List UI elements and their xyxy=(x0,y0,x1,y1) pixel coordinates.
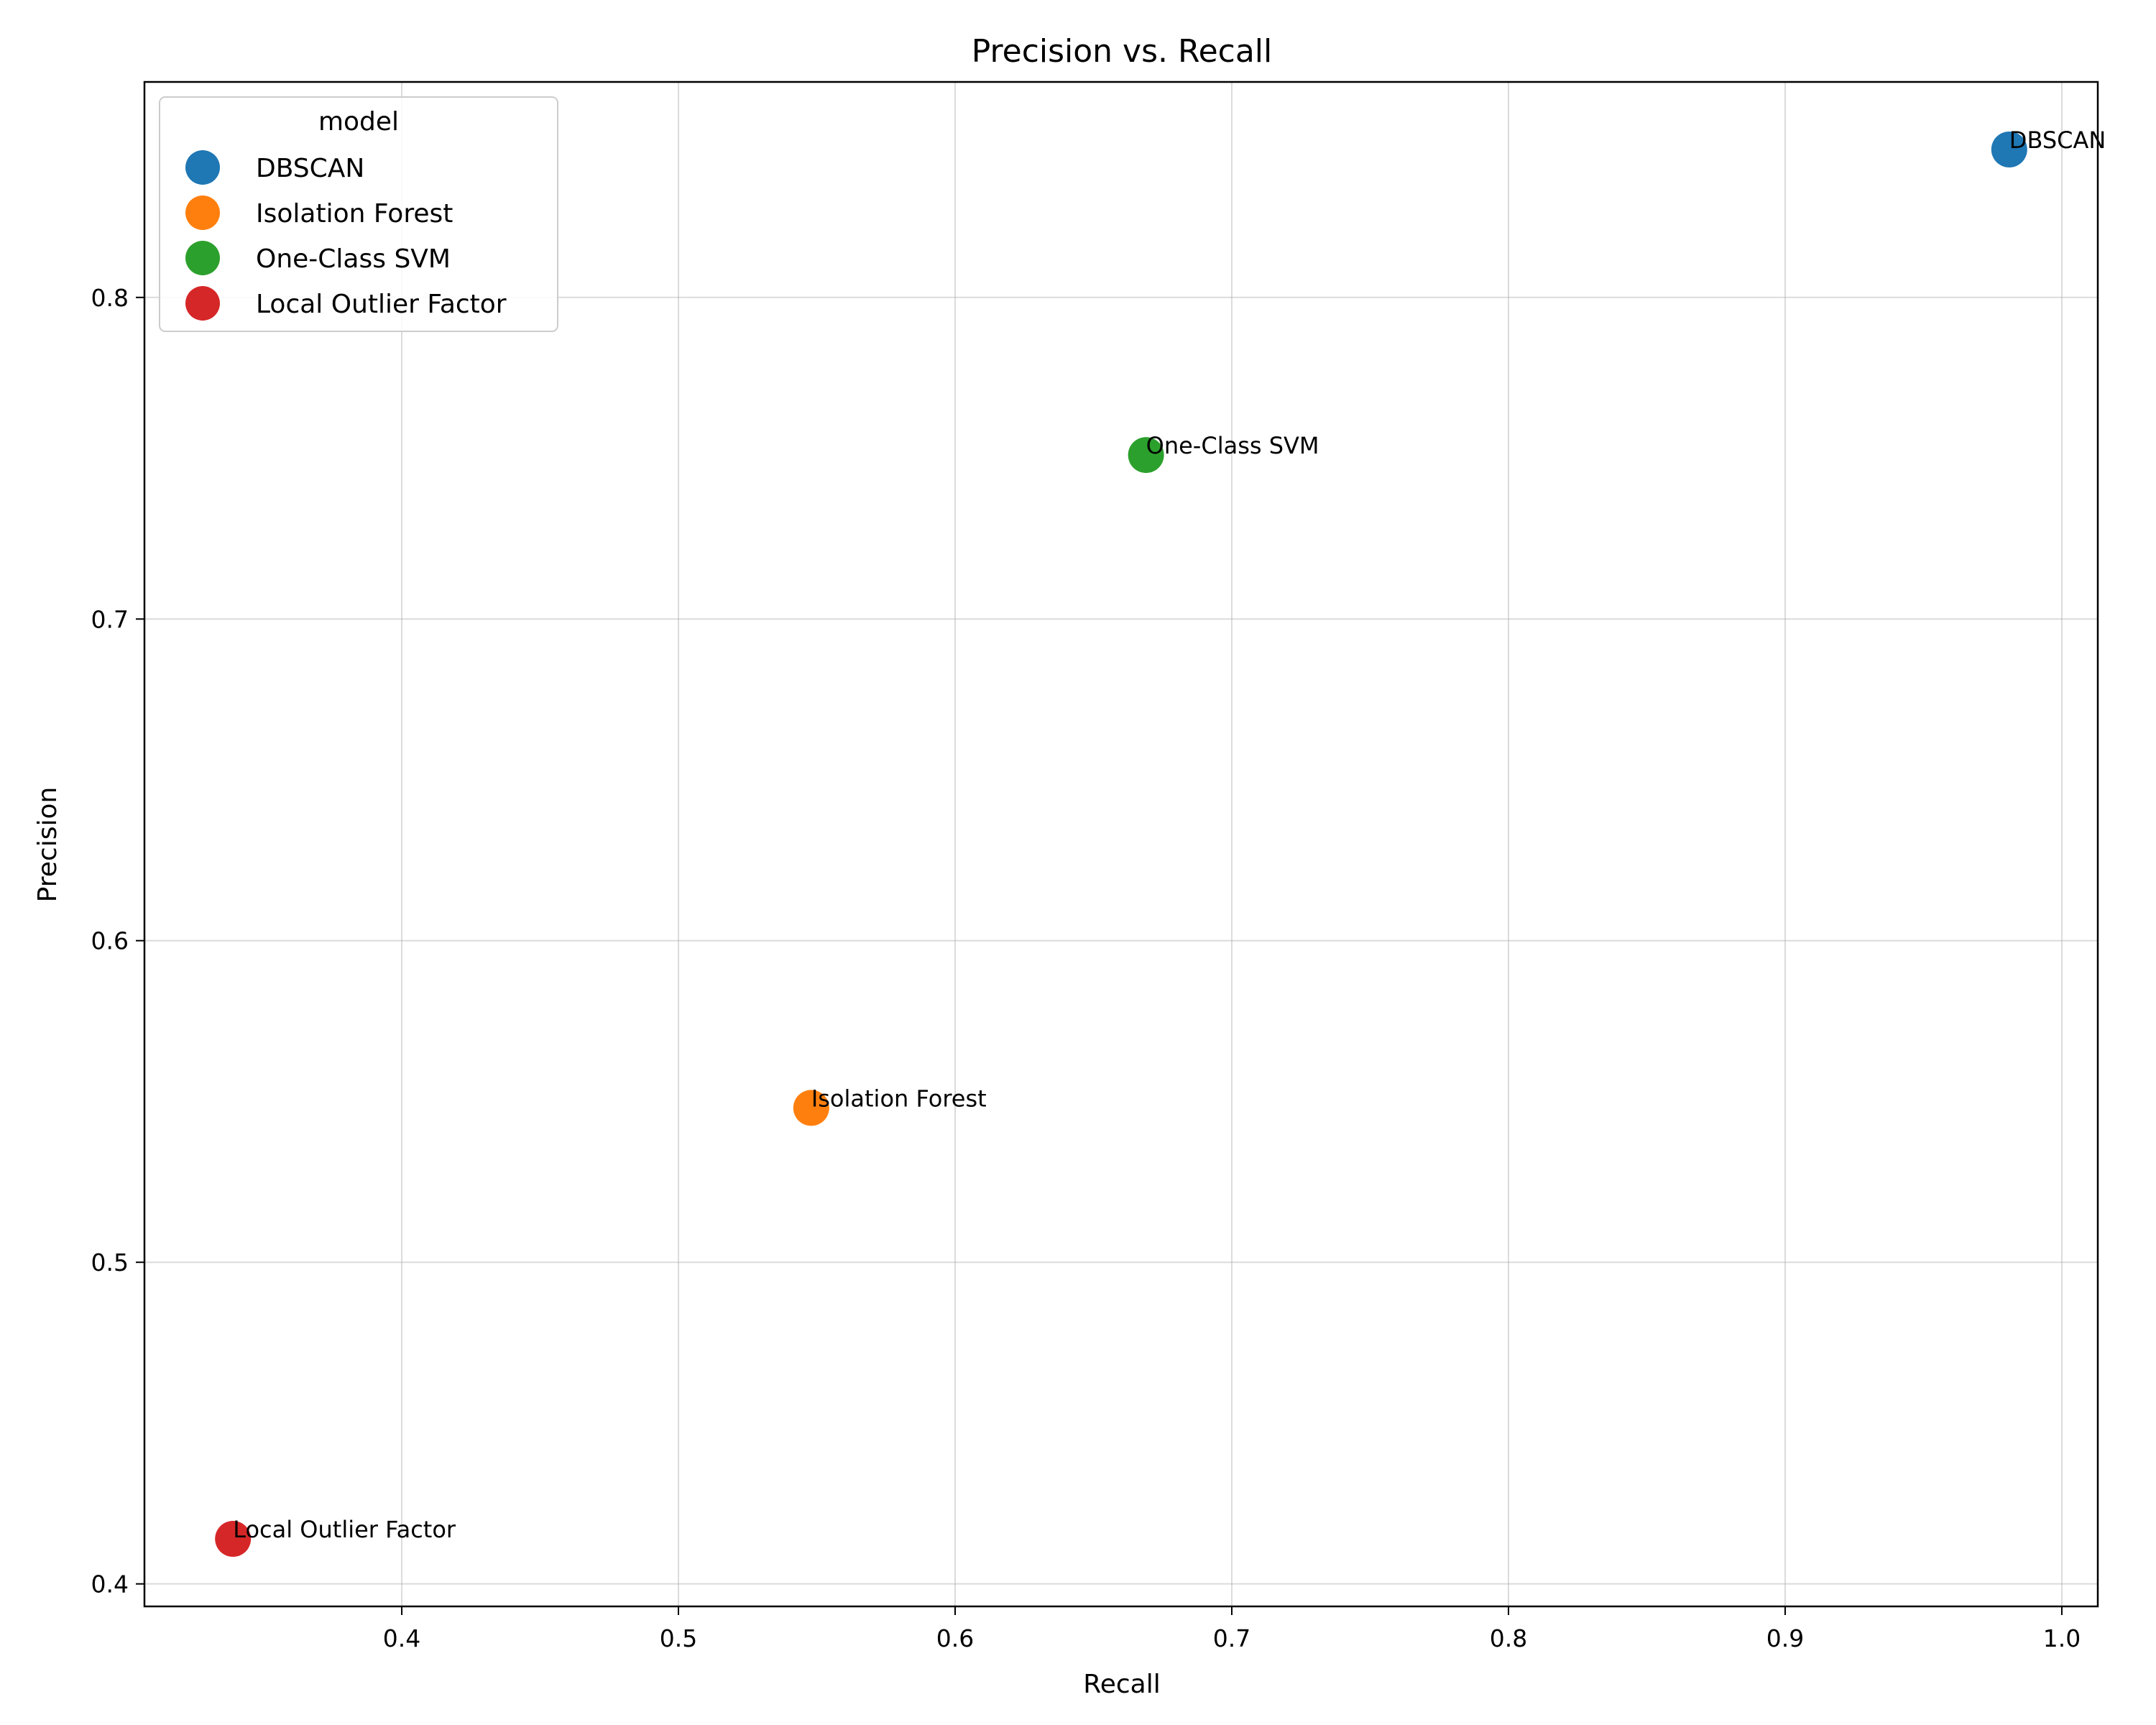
y-tick-label: 0.6 xyxy=(91,927,129,955)
y-tick-label: 0.8 xyxy=(91,284,129,312)
legend-box xyxy=(159,96,558,332)
x-tick-label: 0.5 xyxy=(660,1624,697,1652)
x-axis-label: Recall xyxy=(1083,1670,1160,1699)
data-points xyxy=(215,131,2027,1558)
data-point xyxy=(1128,437,1164,474)
legend: model DBSCAN Isolation Forest One-Class SV… xyxy=(159,96,558,332)
legend-marker xyxy=(185,150,220,185)
legend-entry: One-Class SVM xyxy=(256,244,451,274)
legend-title: model xyxy=(318,107,399,137)
x-tick-label: 0.9 xyxy=(1766,1624,1804,1652)
plot-frame xyxy=(143,80,2099,1608)
chart-title: Precision vs. Recall xyxy=(972,33,1273,70)
legend-entry: DBSCAN xyxy=(256,154,364,183)
x-axis: 0.4 0.5 0.6 0.7 0.8 0.9 1.0 xyxy=(383,1606,2081,1652)
legend-entry: Isolation Forest xyxy=(256,199,453,229)
x-tick-label: 0.4 xyxy=(383,1624,420,1652)
y-tick-label: 0.4 xyxy=(91,1570,129,1598)
x-tick-label: 0.8 xyxy=(1490,1624,1527,1652)
point-label: Local Outlier Factor xyxy=(233,1516,456,1543)
point-label: DBSCAN xyxy=(2009,126,2106,154)
y-axis-label: Precision xyxy=(33,787,63,903)
point-labels: DBSCAN Isolation Forest One-Class SVM Local… xyxy=(233,126,2106,1543)
legend-marker xyxy=(185,241,220,275)
data-point xyxy=(215,1521,252,1558)
y-tick-label: 0.5 xyxy=(91,1248,129,1276)
y-axis: 0.4 0.5 0.6 0.7 0.8 xyxy=(91,284,144,1598)
x-tick-label: 0.6 xyxy=(936,1624,974,1652)
data-point xyxy=(1991,131,2027,167)
legend-marker xyxy=(185,196,220,230)
legend-marker xyxy=(185,286,220,321)
point-label: Isolation Forest xyxy=(811,1085,987,1112)
point-label: One-Class SVM xyxy=(1146,432,1319,459)
x-tick-label: 1.0 xyxy=(2043,1624,2081,1652)
grid xyxy=(144,82,2098,1606)
data-point xyxy=(793,1090,829,1126)
x-tick-label: 0.7 xyxy=(1213,1624,1250,1652)
legend-entry: Local Outlier Factor xyxy=(256,290,507,319)
y-tick-label: 0.7 xyxy=(91,605,129,633)
